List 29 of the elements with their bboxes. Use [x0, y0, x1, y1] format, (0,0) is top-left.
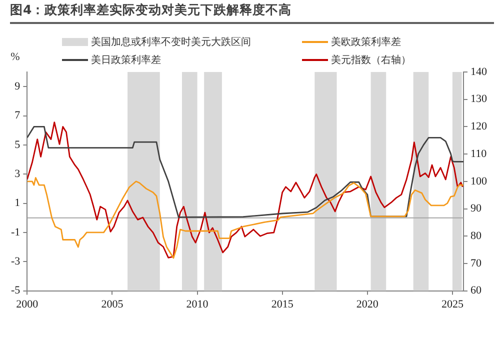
chart-title: 图4：政策利率差实际变动对美元下跌解释度不高	[10, 2, 494, 24]
y2-tick-label: 110	[470, 148, 488, 160]
y-tick-label: 9	[14, 80, 21, 92]
legend-label: 美日政策利率差	[91, 54, 161, 67]
y2-tick-label: 80	[470, 230, 482, 242]
y-tick-label: 3	[14, 168, 21, 180]
x-tick-label: 2000	[16, 298, 39, 310]
x-tick-label: 2025	[441, 298, 464, 310]
y-tick-label: 1	[14, 197, 20, 210]
y2-tick-label: 90	[470, 202, 482, 215]
y2-tick-label: 140	[470, 66, 488, 78]
y-tick-label: 5	[14, 138, 21, 151]
y2-tick-label: 100	[470, 175, 488, 188]
y-tick-label: -1	[10, 226, 20, 238]
legend-label: 美元指数（右轴）	[331, 54, 411, 67]
y-tick-label: -3	[10, 256, 21, 268]
x-tick-label: 2020	[356, 298, 379, 310]
y-tick-label: -5	[10, 284, 21, 297]
legend-label: 美国加息或利率不变时美元大跌区间	[91, 36, 251, 49]
x-tick-label: 2015	[271, 298, 294, 310]
y2-tick-label: 120	[470, 120, 488, 133]
y-axis-title: %	[10, 51, 20, 63]
y2-tick-label: 60	[470, 284, 482, 297]
x-tick-label: 2010	[186, 298, 209, 310]
y2-tick-label: 70	[470, 257, 482, 270]
x-tick-label: 2005	[101, 298, 124, 310]
y-tick-label: 7	[14, 110, 21, 122]
y2-tick-label: 130	[470, 93, 488, 106]
legend-label: 美欧政策利率差	[331, 36, 401, 49]
